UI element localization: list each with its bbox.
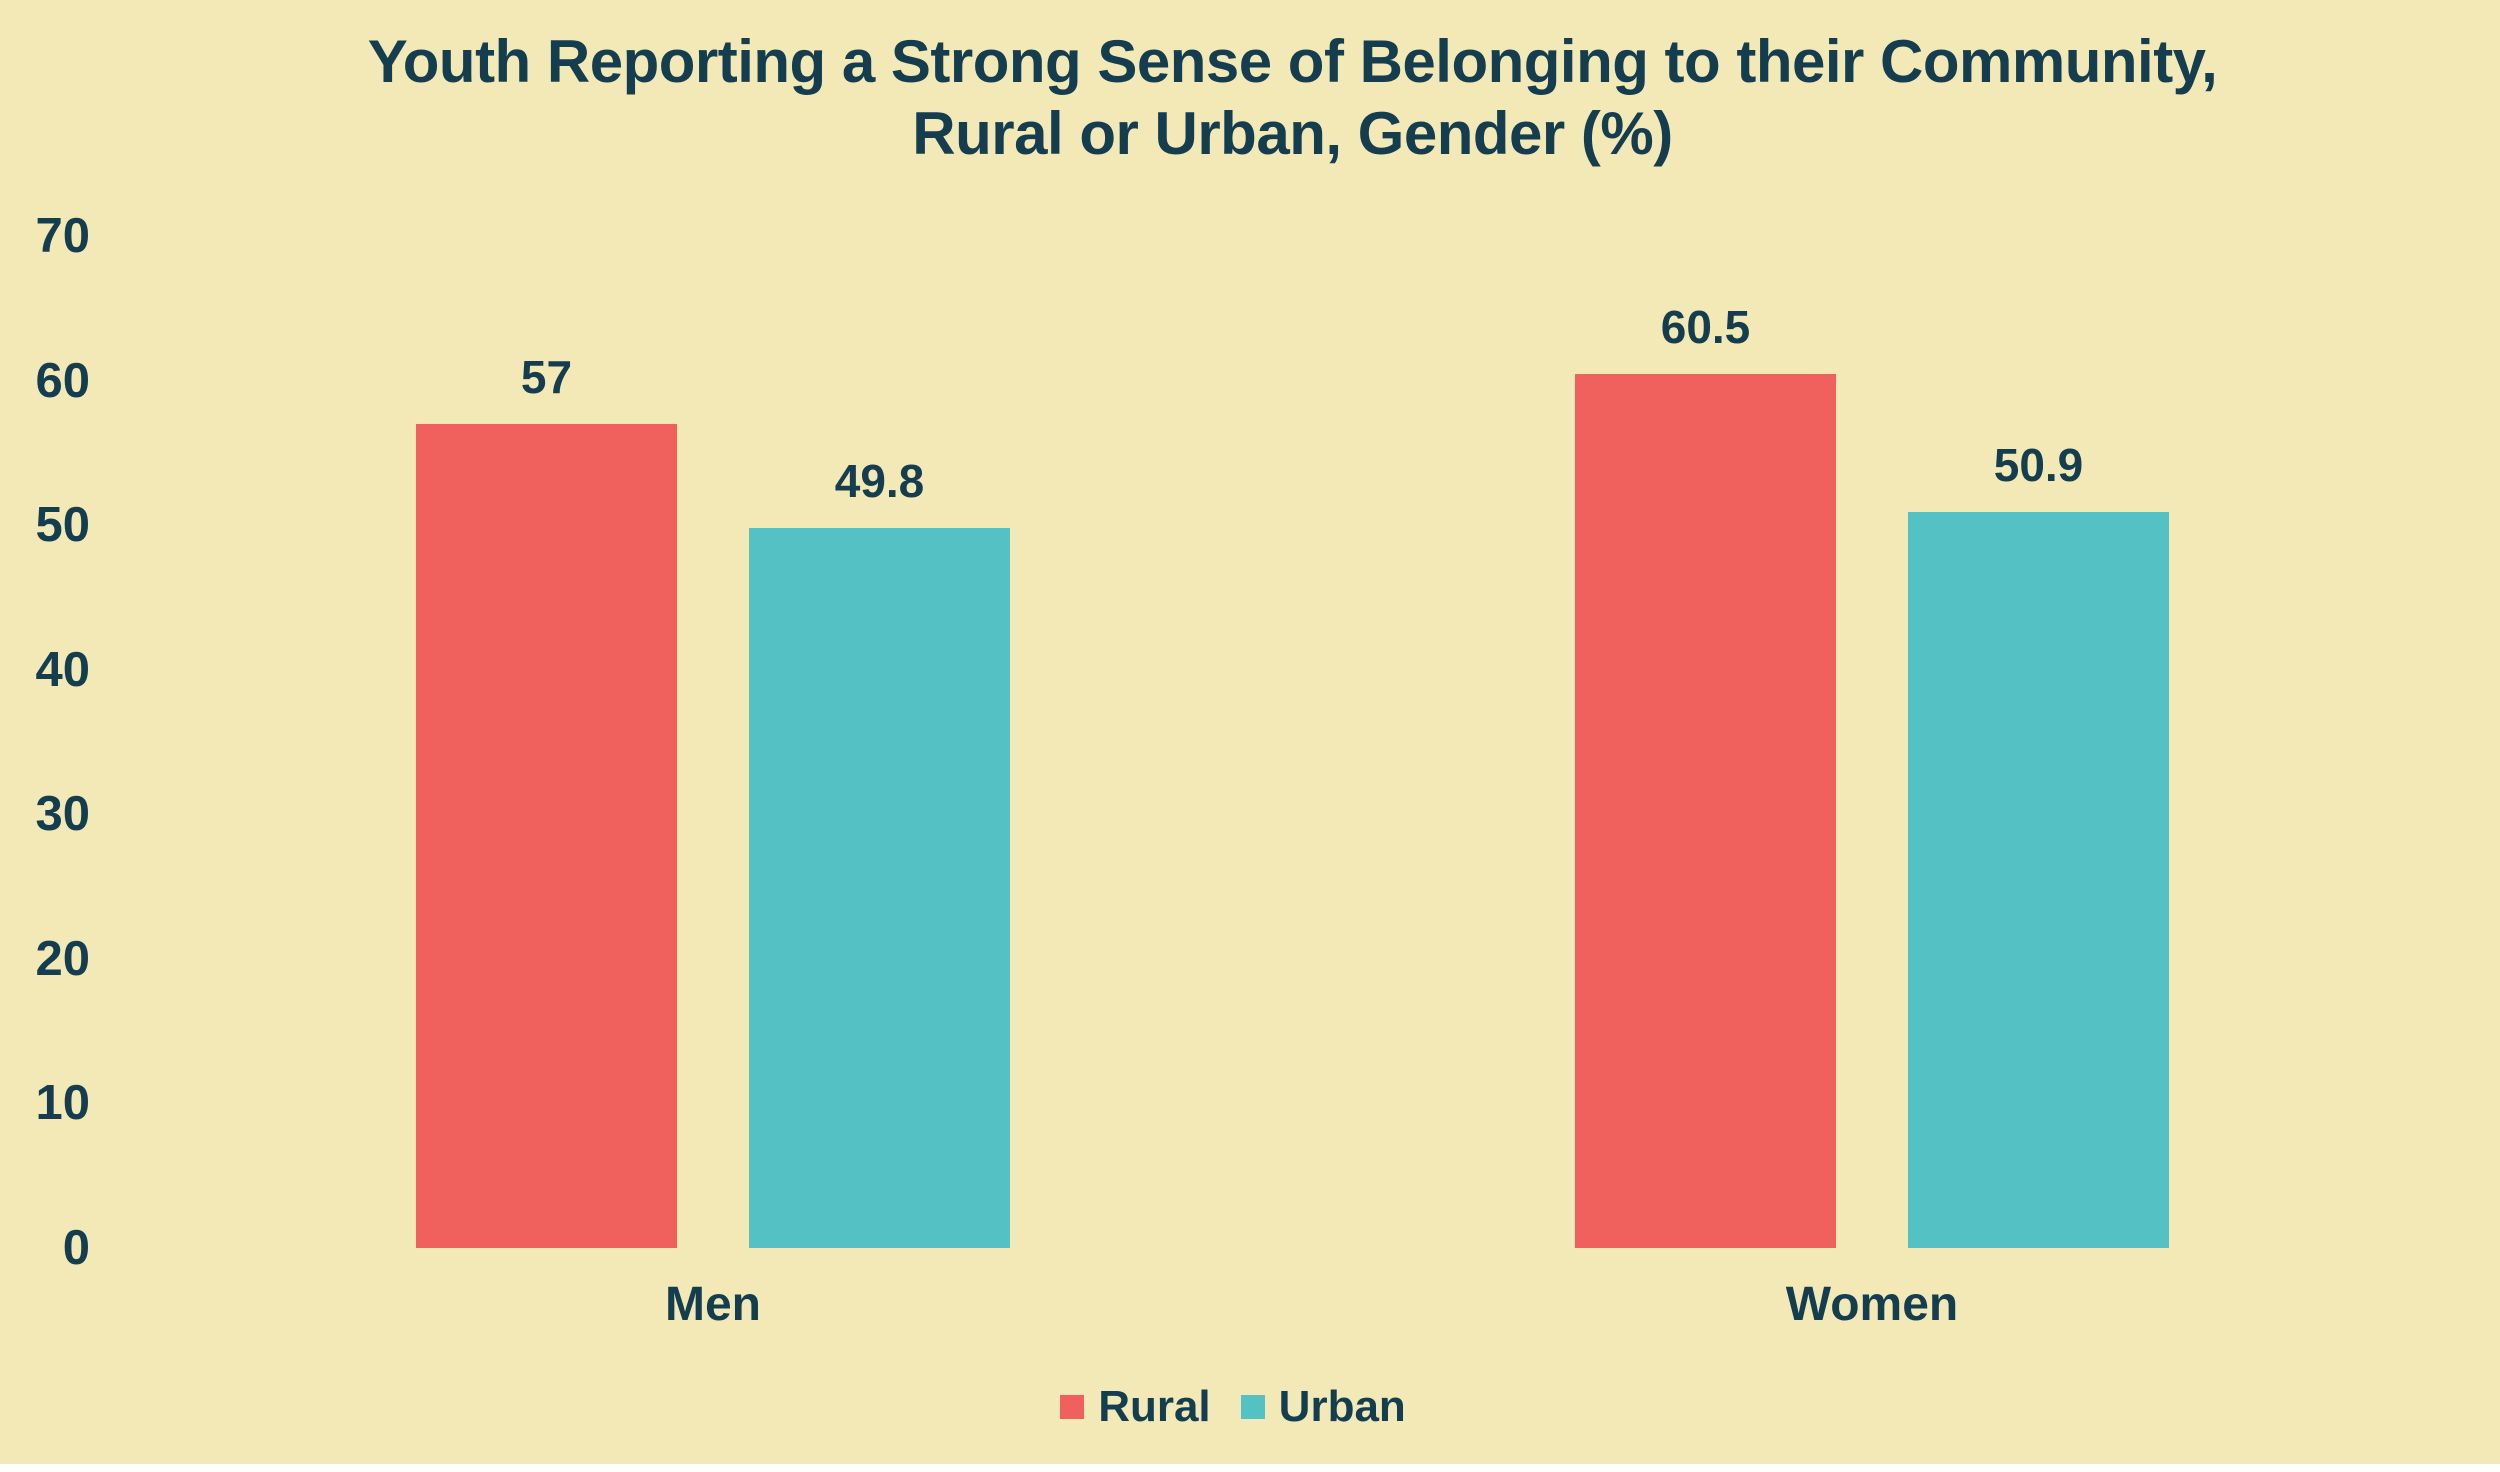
y-axis-tick-label-20: 20 bbox=[35, 931, 90, 986]
y-axis-tick-label-40: 40 bbox=[35, 642, 90, 697]
y-axis-tick-label-0: 0 bbox=[62, 1220, 90, 1275]
value-label-rural-women: 60.5 bbox=[1660, 301, 1751, 353]
chart-title-line-2: Rural or Urban, Gender (%) bbox=[912, 100, 1673, 167]
y-axis-tick-label-50: 50 bbox=[35, 498, 90, 552]
legend: Rural Urban bbox=[0, 1383, 2466, 1431]
bar-rural-women bbox=[1575, 374, 1836, 1248]
bar-urban-men bbox=[749, 528, 1010, 1248]
y-axis-tick-label-30: 30 bbox=[35, 787, 90, 841]
value-label-urban-men: 49.8 bbox=[834, 455, 925, 507]
legend-urban-swatch-icon bbox=[1240, 1395, 1265, 1419]
value-label-urban-women: 50.9 bbox=[1993, 439, 2084, 491]
legend-rural-label: Rural bbox=[1098, 1382, 1211, 1431]
legend-rural-swatch-icon bbox=[1060, 1395, 1085, 1419]
legend-urban-label: Urban bbox=[1278, 1382, 1406, 1431]
footer-strip bbox=[0, 1464, 2500, 1472]
y-axis-tick-label-60: 60 bbox=[35, 353, 90, 408]
bar-rural-men bbox=[416, 424, 677, 1248]
category-label-women: Women bbox=[1785, 1278, 1959, 1331]
y-axis-tick-label-10: 10 bbox=[35, 1076, 90, 1130]
legend-item-rural: Rural bbox=[1060, 1382, 1211, 1431]
value-label-rural-men: 57 bbox=[520, 351, 573, 403]
category-label-men: Men bbox=[665, 1278, 761, 1331]
bar-urban-women bbox=[1908, 512, 2169, 1248]
chart-title: Youth Reporting a Strong Sense of Belong… bbox=[85, 26, 2500, 170]
legend-item-urban: Urban bbox=[1240, 1382, 1406, 1431]
y-axis-tick-label-70: 70 bbox=[35, 209, 90, 263]
chart-title-line-1: Youth Reporting a Strong Sense of Belong… bbox=[367, 28, 2218, 95]
